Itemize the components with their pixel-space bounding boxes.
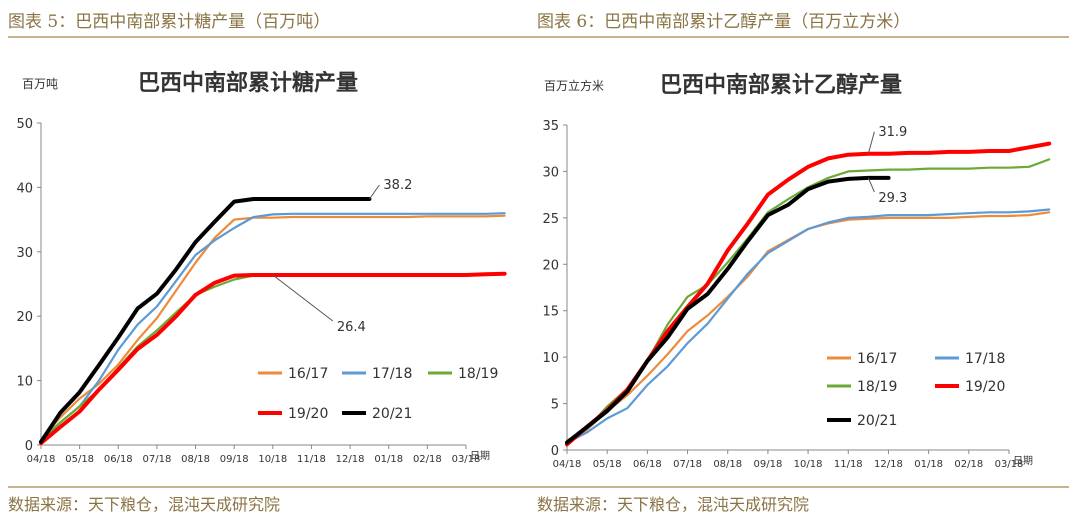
sugar-production-chart: 巴西中南部累计糖产量 百万吨 0 10 20 30 40 50 04/18 05/18 06/18 0… xyxy=(16,70,507,465)
y-tick-label: 0 xyxy=(25,439,33,454)
legend-label: 19/20 xyxy=(288,406,328,422)
chart-title: 巴西中南部累计乙醇产量 xyxy=(660,72,902,98)
x-tick-label: 08/18 xyxy=(181,454,210,465)
annotation-label: 26.4 xyxy=(337,320,366,335)
legend-label: 20/21 xyxy=(372,406,412,422)
chart-title: 巴西中南部累计糖产量 xyxy=(138,70,358,96)
x-tick-label: 12/18 xyxy=(336,454,365,465)
legend-label: 19/20 xyxy=(965,379,1005,395)
legend-label: 17/18 xyxy=(965,351,1005,367)
x-tick-label: 02/18 xyxy=(954,459,983,470)
y-tick-label: 25 xyxy=(542,212,559,227)
annotation-label: 29.3 xyxy=(878,191,907,206)
x-tick-label: 03/18 xyxy=(995,459,1024,470)
unit-label: 百万立方米 xyxy=(544,78,604,93)
figure-caption: 图表 5：巴西中南部累计糖产量（百万吨） xyxy=(8,8,540,38)
annotation-label: 31.9 xyxy=(878,125,907,140)
x-tick-label: 09/18 xyxy=(220,454,249,465)
y-tick-label: 40 xyxy=(16,181,33,196)
series-line-19-20 xyxy=(39,271,507,446)
y-tick-label: 35 xyxy=(542,119,559,134)
series-line-17-18 xyxy=(39,212,506,443)
x-tick-label: 04/18 xyxy=(27,454,56,465)
data-source-note: 数据来源：天下粮仓，混沌天成研究院 xyxy=(8,486,540,522)
y-tick-label: 15 xyxy=(542,305,559,320)
series-line-20-21 xyxy=(39,197,372,444)
x-axis-label: 日期 xyxy=(1013,455,1033,467)
series-line-18-19 xyxy=(565,158,1051,442)
x-tick-label: 01/18 xyxy=(374,454,403,465)
legend-label: 17/18 xyxy=(372,366,412,382)
x-tick-label: 11/18 xyxy=(834,459,863,470)
x-tick-label: 11/18 xyxy=(297,454,326,465)
annotation-leader xyxy=(272,274,334,322)
annotation-leader xyxy=(867,131,875,154)
x-axis-label: 日期 xyxy=(470,450,490,462)
y-tick-label: 10 xyxy=(542,351,559,366)
x-tick-label: 03/18 xyxy=(452,454,481,465)
series-line-17-18 xyxy=(565,208,1051,444)
x-tick-label: 10/18 xyxy=(258,454,287,465)
unit-label: 百万吨 xyxy=(22,77,58,91)
legend-label: 16/17 xyxy=(288,366,328,382)
x-tick-label: 07/18 xyxy=(142,454,171,465)
data-source-note: 数据来源：天下粮仓，混沌天成研究院 xyxy=(537,486,1069,522)
x-tick-label: 09/18 xyxy=(753,459,782,470)
x-tick-label: 12/18 xyxy=(874,459,903,470)
x-tick-label: 01/18 xyxy=(914,459,943,470)
y-tick-label: 20 xyxy=(542,258,559,273)
x-tick-label: 06/18 xyxy=(104,454,133,465)
annotation-leader xyxy=(369,184,380,200)
x-tick-label: 10/18 xyxy=(794,459,823,470)
ethanol-production-chart: 巴西中南部累计乙醇产量 百万立方米 0 5 10 15 20 25 30 35 04/18 05/18… xyxy=(542,72,1052,470)
annotation-label: 38.2 xyxy=(383,178,412,193)
x-tick-label: 07/18 xyxy=(673,459,702,470)
y-tick-label: 0 xyxy=(551,444,559,459)
y-tick-label: 20 xyxy=(16,310,33,325)
x-tick-label: 05/18 xyxy=(593,459,622,470)
y-tick-label: 5 xyxy=(551,398,559,413)
x-tick-label: 08/18 xyxy=(713,459,742,470)
y-tick-label: 30 xyxy=(542,165,559,180)
series-line-16-17 xyxy=(39,214,506,441)
y-tick-label: 50 xyxy=(16,117,33,132)
legend-label: 16/17 xyxy=(857,351,897,367)
x-tick-label: 02/18 xyxy=(413,454,442,465)
legend-label: 18/19 xyxy=(458,366,498,382)
y-tick-label: 10 xyxy=(16,375,33,390)
x-tick-label: 06/18 xyxy=(633,459,662,470)
series-line-20-21 xyxy=(565,175,891,445)
x-tick-label: 04/18 xyxy=(553,459,582,470)
x-tick-label: 05/18 xyxy=(65,454,94,465)
annotation-leader xyxy=(867,177,875,193)
figure-caption: 图表 6：巴西中南部累计乙醇产量（百万立方米） xyxy=(537,8,1069,38)
legend-label: 18/19 xyxy=(857,379,897,395)
sugar-chart-panel: 图表 5：巴西中南部累计糖产量（百万吨） 巴西中南部累计糖产量 百万吨 0 10 20 3… xyxy=(8,0,540,524)
ethanol-chart-panel: 图表 6：巴西中南部累计乙醇产量（百万立方米） 巴西中南部累计乙醇产量 百万立方米… xyxy=(537,0,1069,524)
y-tick-label: 30 xyxy=(16,246,33,261)
legend-label: 20/21 xyxy=(857,413,897,429)
series-line-16-17 xyxy=(565,211,1051,446)
